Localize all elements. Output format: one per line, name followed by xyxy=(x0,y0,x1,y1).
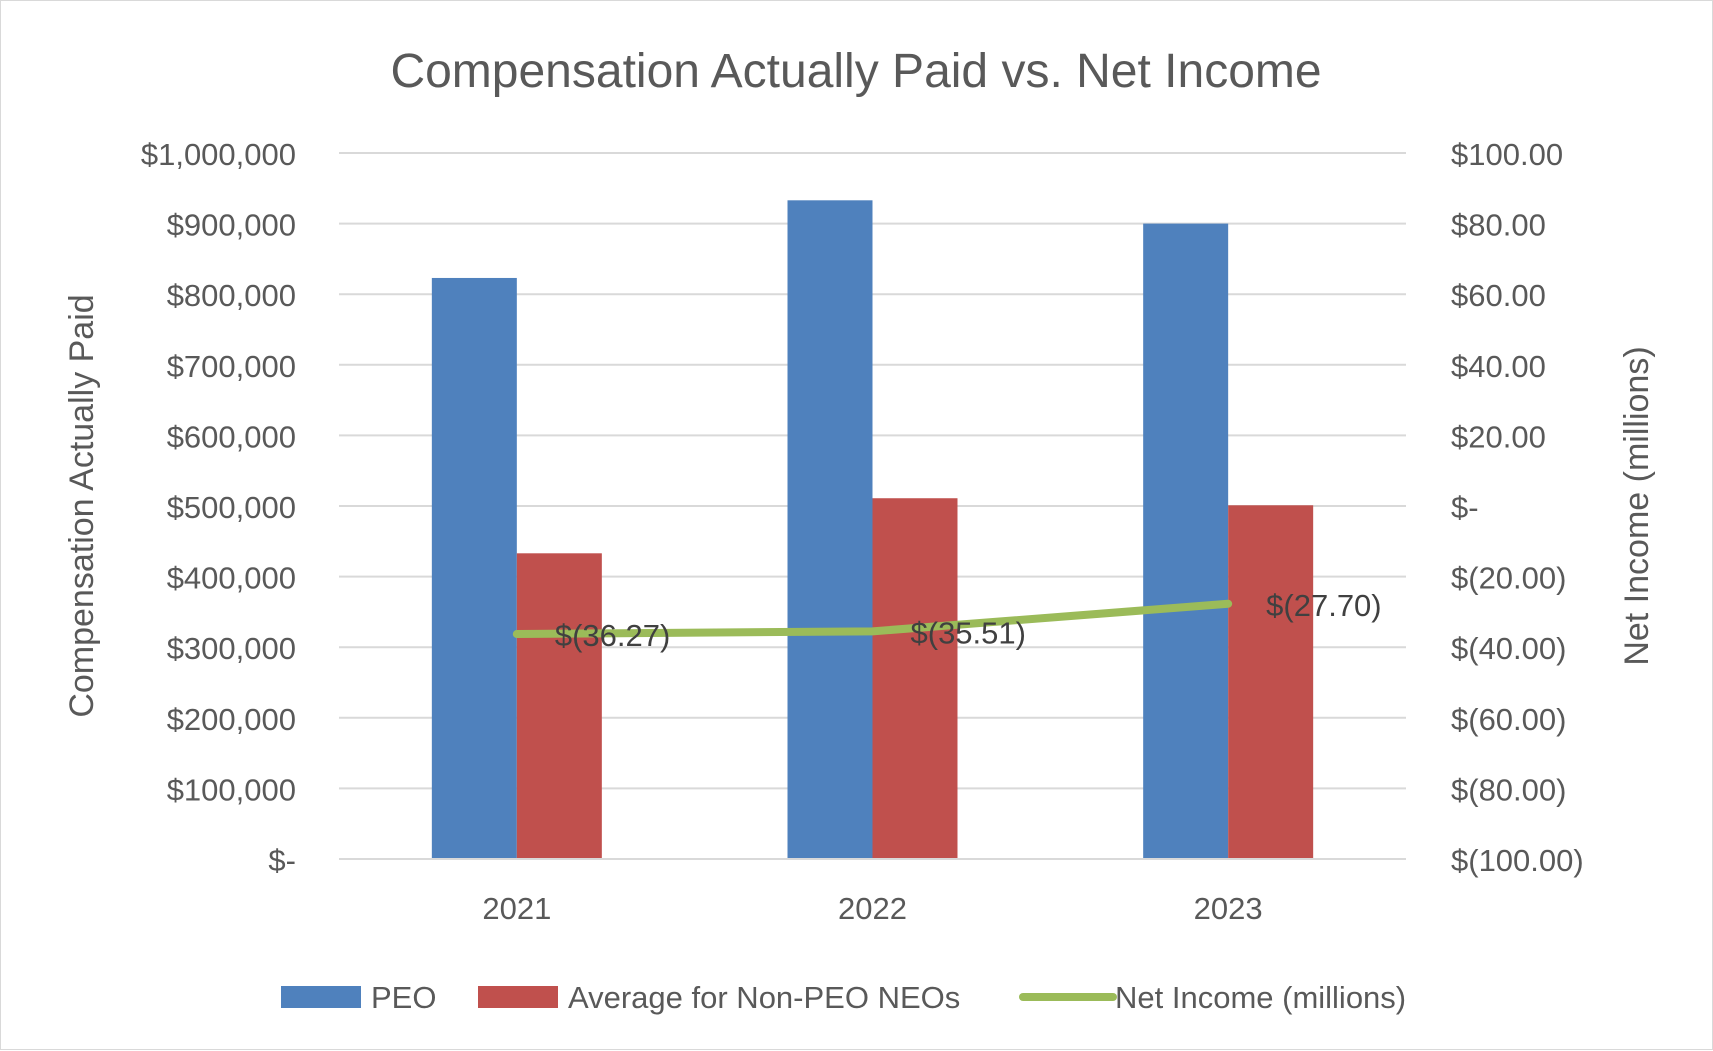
bar-non-peo-2023 xyxy=(1228,505,1314,859)
right-tick-label: $(60.00) xyxy=(1451,702,1566,737)
x-tick-label: 2022 xyxy=(838,891,907,926)
left-tick-label: $100,000 xyxy=(167,772,296,807)
bar-non-peo-2021 xyxy=(516,553,602,859)
left-tick-label: $900,000 xyxy=(167,208,296,243)
right-tick-label: $(100.00) xyxy=(1451,843,1584,878)
net-income-data-label: $(27.70) xyxy=(1266,588,1381,623)
left-tick-label: $700,000 xyxy=(167,349,296,384)
legend-item-3: Net Income (millions) xyxy=(1019,980,1406,1015)
x-tick-label: 2023 xyxy=(1194,891,1263,926)
left-tick-label: $200,000 xyxy=(167,702,296,737)
legend-item-1-swatch xyxy=(281,986,361,1008)
left-tick-label: $300,000 xyxy=(167,631,296,666)
net-income-data-label: $(36.27) xyxy=(555,618,670,653)
left-tick-label: $800,000 xyxy=(167,278,296,313)
right-tick-label: $80.00 xyxy=(1451,208,1546,243)
right-tick-label: $- xyxy=(1451,490,1479,525)
legend-item-3-label: Net Income (millions) xyxy=(1115,980,1406,1015)
right-tick-label: $60.00 xyxy=(1451,278,1546,313)
line-series: $(36.27) $(35.51) $(27.70) xyxy=(512,588,1382,653)
left-tick-label: $600,000 xyxy=(167,419,296,454)
right-tick-label: $20.00 xyxy=(1451,419,1546,454)
right-axis-ticks: $(100.00) $(80.00) $(60.00) $(40.00) $(20.00… xyxy=(1451,137,1584,878)
legend-item-1-label: PEO xyxy=(371,980,436,1015)
right-axis-title: Net Income (millions) xyxy=(1618,346,1656,665)
left-tick-label: $- xyxy=(268,843,296,878)
bar-non-peo-2022 xyxy=(872,498,958,859)
legend-item-2-label: Average for Non-PEO NEOs xyxy=(568,980,960,1015)
legend-item-1: PEO xyxy=(281,980,436,1015)
bar-peo-2023 xyxy=(1143,223,1229,860)
left-tick-label: $1,000,000 xyxy=(141,137,296,172)
bar-peo-2022 xyxy=(787,200,873,859)
right-tick-label: $40.00 xyxy=(1451,349,1546,384)
right-tick-label: $(80.00) xyxy=(1451,772,1566,807)
chart-title: Compensation Actually Paid vs. Net Incom… xyxy=(390,45,1321,98)
legend: PEO Average for Non-PEO NEOs Net Income (m… xyxy=(281,980,1406,1015)
left-axis-title: Compensation Actually Paid xyxy=(63,294,101,717)
bar-peo-2021 xyxy=(431,277,517,859)
left-tick-label: $500,000 xyxy=(167,490,296,525)
legend-item-2-swatch xyxy=(478,986,558,1008)
right-tick-label: $(40.00) xyxy=(1451,631,1566,666)
x-tick-label: 2021 xyxy=(482,891,551,926)
left-axis-ticks: $- $100,000 $200,000 $300,000 $400,000 $500,0… xyxy=(141,137,296,878)
left-tick-label: $400,000 xyxy=(167,561,296,596)
x-axis-labels: 2021 2022 2023 xyxy=(482,891,1262,926)
right-tick-label: $(20.00) xyxy=(1451,561,1566,596)
right-tick-label: $100.00 xyxy=(1451,137,1563,172)
net-income-data-label: $(35.51) xyxy=(911,615,1026,650)
net-income-line xyxy=(512,599,1233,639)
bar-series xyxy=(339,200,1406,860)
legend-item-2: Average for Non-PEO NEOs xyxy=(478,980,960,1015)
